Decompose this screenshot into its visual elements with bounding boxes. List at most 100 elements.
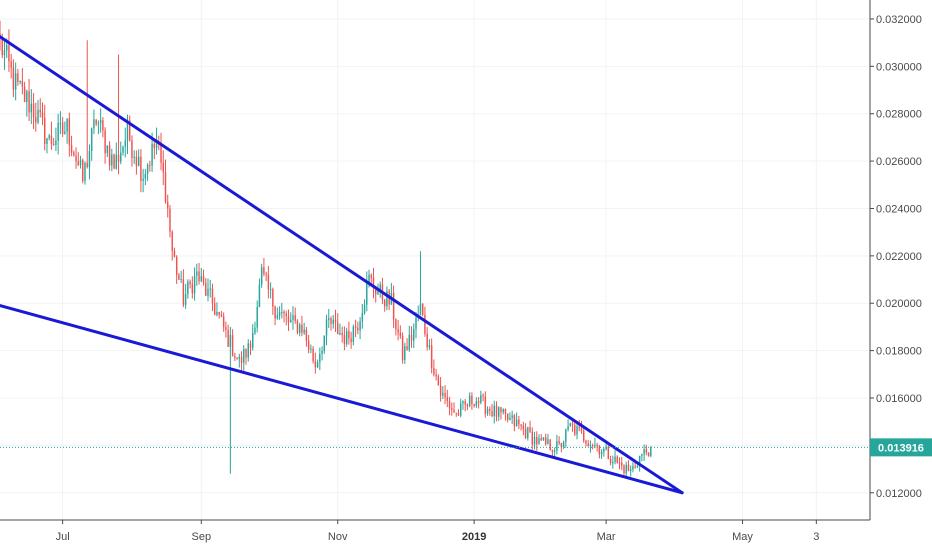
candle-body xyxy=(437,376,440,386)
candle-body xyxy=(531,431,534,445)
candle-body xyxy=(567,426,569,430)
candle-body xyxy=(211,288,214,304)
candle-body xyxy=(35,116,37,123)
candle-body xyxy=(634,466,636,468)
x-tick-label: 2019 xyxy=(462,531,486,543)
candle-body xyxy=(236,357,238,359)
candle-body xyxy=(312,348,314,362)
candle-body xyxy=(491,411,493,417)
candle-body xyxy=(1,37,3,56)
candle-body xyxy=(444,392,446,398)
candle-body xyxy=(603,449,605,452)
candle-body xyxy=(120,152,122,162)
candle-body xyxy=(413,328,415,341)
candle-body xyxy=(638,455,641,467)
candle-body xyxy=(361,313,364,322)
candle-body xyxy=(475,401,478,406)
candle-body xyxy=(276,315,279,319)
candle-body xyxy=(247,343,249,358)
candle-body xyxy=(547,439,549,445)
candle-body xyxy=(131,140,133,158)
candle-body xyxy=(459,403,462,416)
candle-body xyxy=(86,162,88,168)
candle-body xyxy=(448,401,451,409)
candle-body xyxy=(99,120,102,124)
candle-body xyxy=(115,154,118,169)
candle-body xyxy=(354,326,357,328)
candle-body xyxy=(632,466,634,470)
candle-body xyxy=(10,61,12,68)
candle-body xyxy=(408,334,411,350)
candle-body xyxy=(290,319,292,323)
candle-body xyxy=(164,172,167,203)
candle-body xyxy=(366,282,368,305)
candle-body xyxy=(30,103,33,113)
candle-body xyxy=(32,103,35,117)
candle-body xyxy=(46,138,48,144)
candle-body xyxy=(589,445,592,447)
candle-body xyxy=(511,415,513,418)
candle-body xyxy=(341,332,343,336)
candle-body xyxy=(482,395,484,397)
candle-body xyxy=(151,143,153,166)
candle-body xyxy=(93,119,95,129)
candle-body xyxy=(571,423,574,425)
candle-body xyxy=(536,436,538,445)
candle-body xyxy=(207,288,209,296)
candle-body xyxy=(28,91,30,113)
candle-body xyxy=(339,332,341,335)
x-tick-label: Jul xyxy=(56,531,70,543)
candle-body xyxy=(260,267,263,285)
candle-body xyxy=(468,395,471,406)
candle-body xyxy=(484,396,487,414)
candle-body xyxy=(583,430,585,441)
candle-body xyxy=(330,318,332,324)
candle-body xyxy=(556,441,558,451)
candle-body xyxy=(265,273,267,275)
candle-body xyxy=(404,346,406,361)
candle-body xyxy=(48,135,50,139)
candle-body xyxy=(406,346,408,350)
candle-body xyxy=(580,428,583,431)
last-price-tag-background xyxy=(870,438,932,457)
candle-body xyxy=(169,208,171,232)
time-axis-panel[interactable] xyxy=(0,520,932,550)
candle-body xyxy=(160,144,162,163)
candle-body xyxy=(75,155,77,162)
x-tick-label: Sep xyxy=(191,531,211,543)
candle-body xyxy=(446,397,449,402)
candle-body xyxy=(352,326,355,342)
price-axis-panel[interactable] xyxy=(870,0,932,550)
candle-body xyxy=(254,327,256,334)
candle-body xyxy=(238,356,241,359)
candle-body xyxy=(368,274,370,283)
x-axis-ticks: Jul Sep Nov 2019 Mar May 3 xyxy=(56,520,819,543)
candle-body xyxy=(301,324,303,333)
candle-body xyxy=(594,444,596,446)
candle-body xyxy=(513,415,516,426)
candle-body xyxy=(21,81,24,87)
candle-body xyxy=(205,282,207,296)
candle-body xyxy=(256,307,258,328)
x-tick-label: May xyxy=(732,531,753,543)
candle-body xyxy=(515,419,518,426)
candle-body xyxy=(527,427,529,439)
y-tick-label: 0.016000 xyxy=(876,393,922,405)
candle-body xyxy=(609,459,612,464)
candle-body xyxy=(377,291,379,295)
candle-body xyxy=(234,356,236,358)
candle-body xyxy=(618,462,621,464)
candle-body xyxy=(298,324,301,333)
candle-body xyxy=(542,437,545,441)
candle-body xyxy=(471,395,473,404)
last-price-tag: 0.013916 xyxy=(870,438,932,457)
candle-body xyxy=(544,437,547,445)
candle-body xyxy=(596,444,598,447)
candle-body xyxy=(77,161,80,166)
candle-body xyxy=(540,438,542,441)
candle-body xyxy=(167,202,169,209)
candle-body xyxy=(538,438,540,445)
candle-body xyxy=(616,456,619,463)
